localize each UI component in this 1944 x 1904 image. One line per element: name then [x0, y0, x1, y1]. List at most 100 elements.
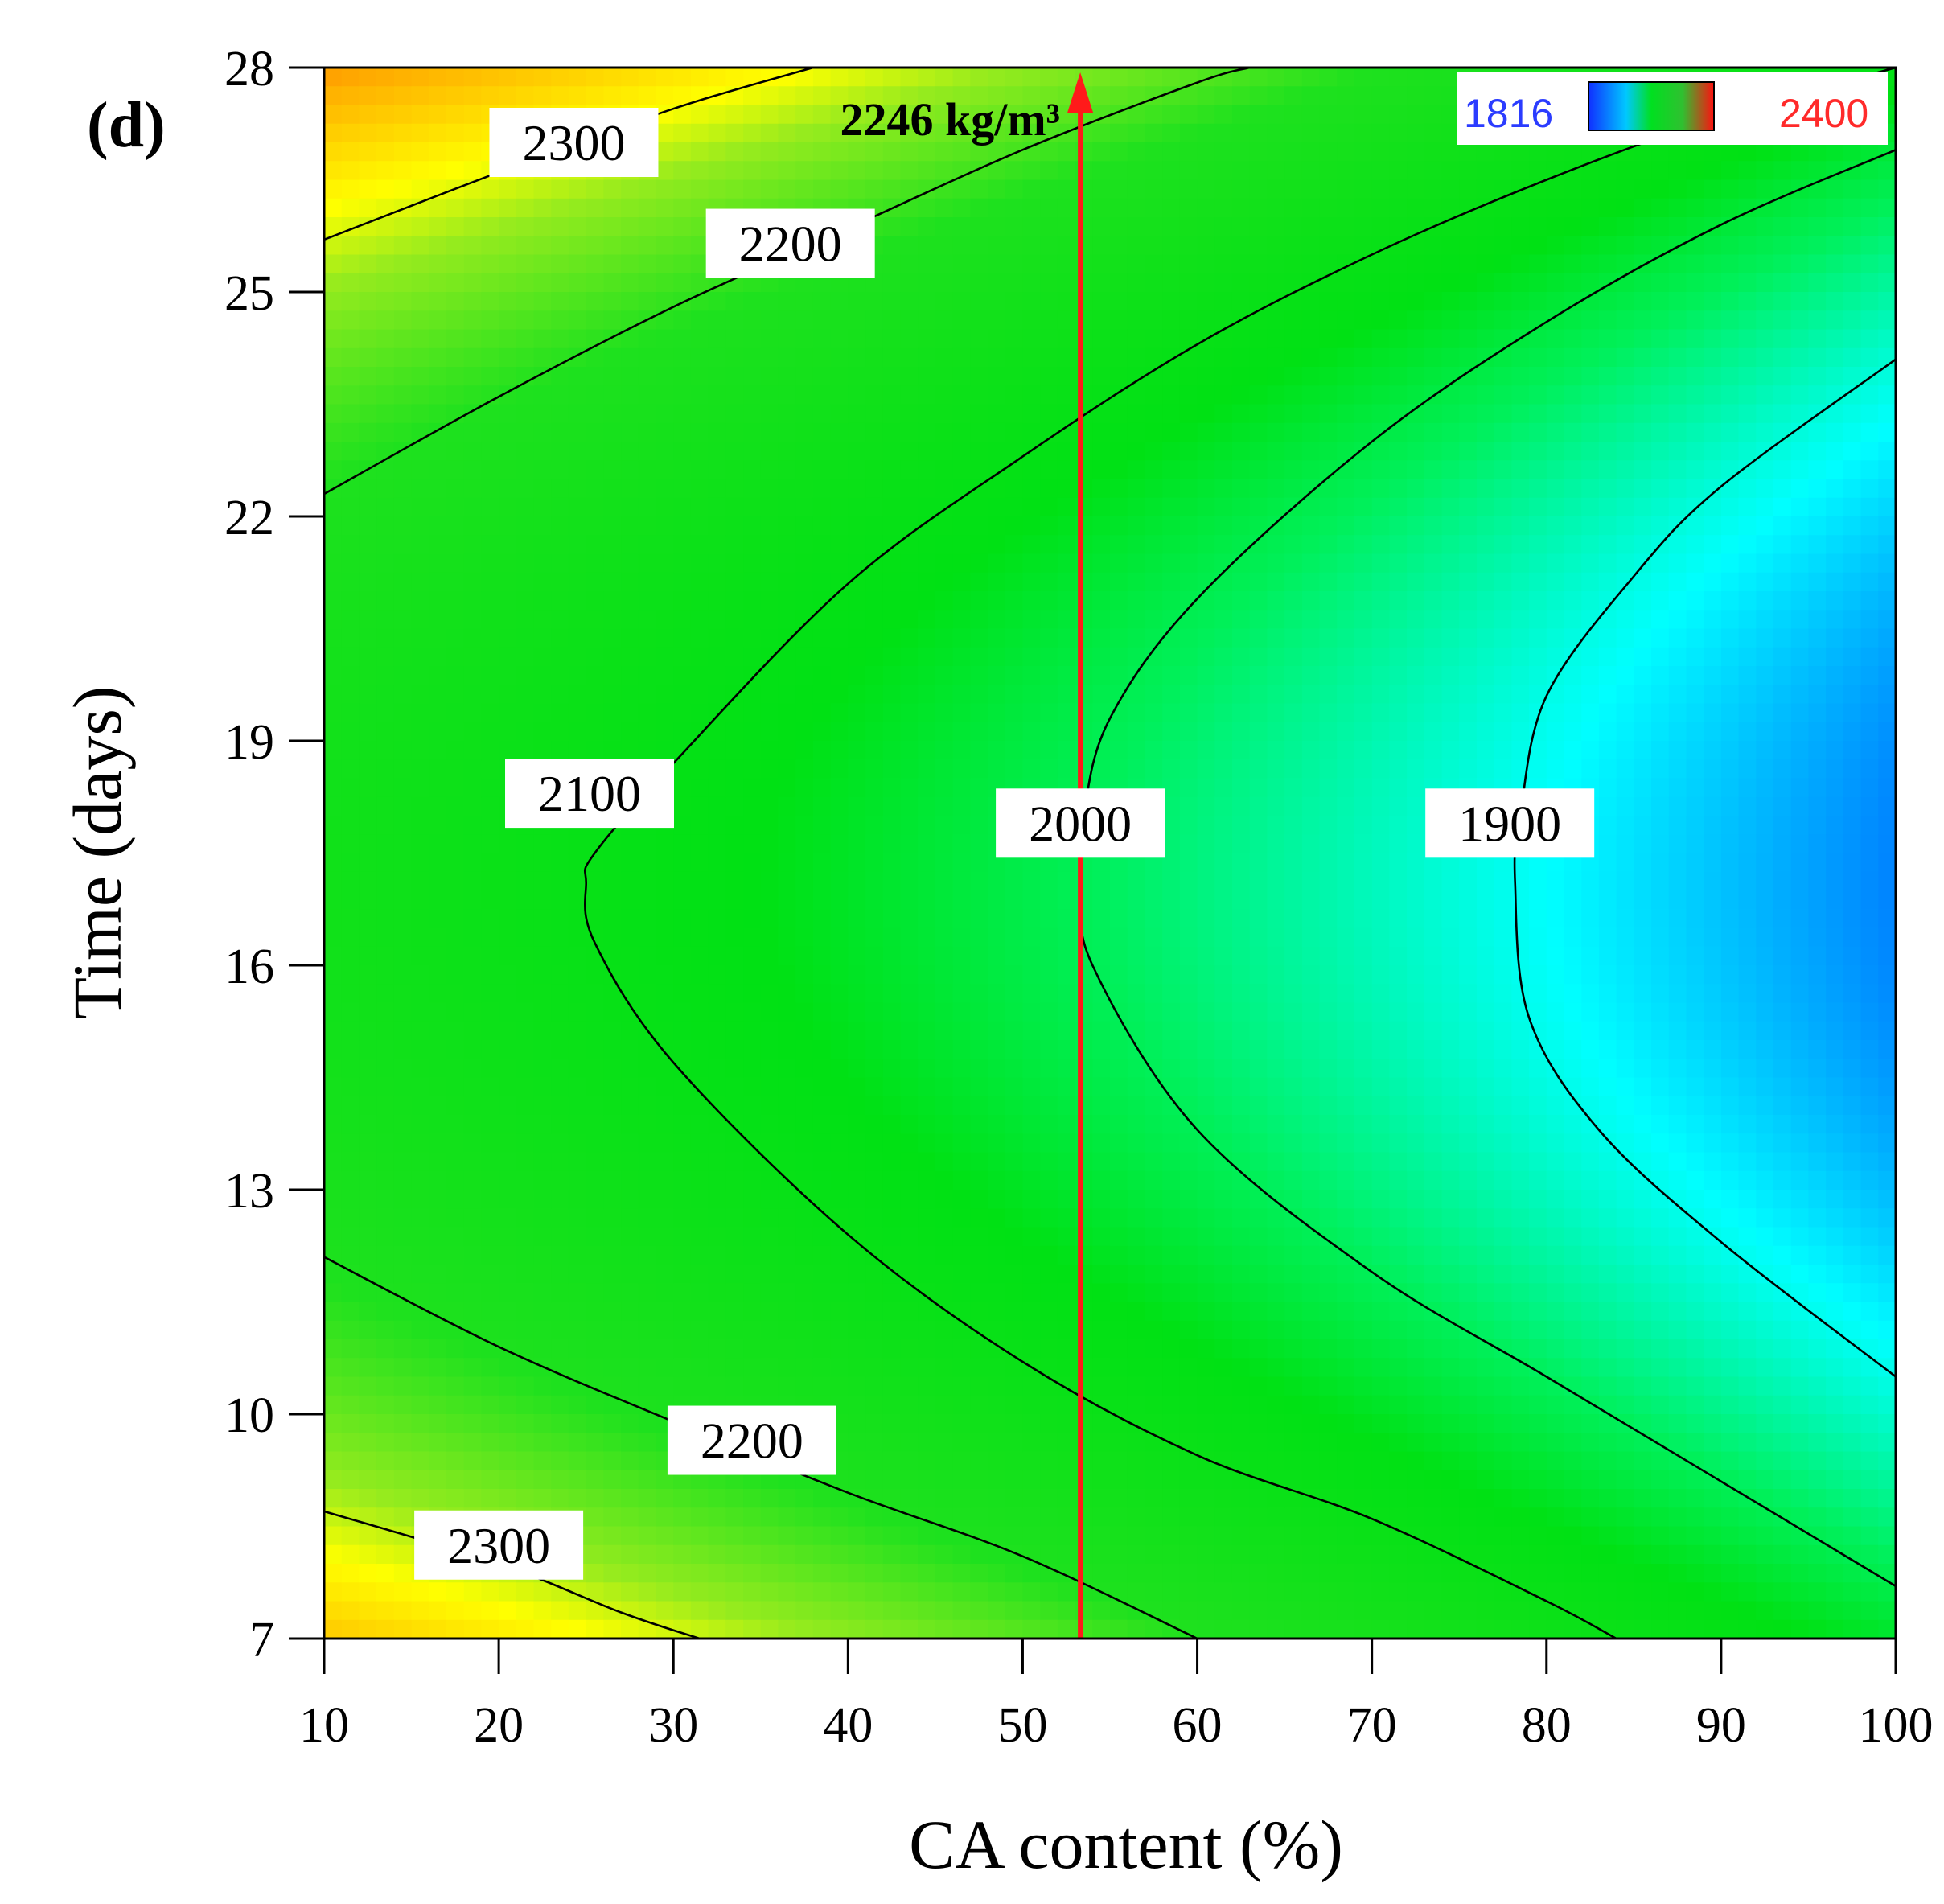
heat-cell — [708, 310, 727, 331]
heat-cell — [1197, 816, 1216, 836]
heat-cell — [359, 1096, 377, 1116]
heat-cell — [1127, 1077, 1146, 1097]
heat-cell — [341, 1302, 360, 1322]
heat-cell — [1075, 236, 1094, 256]
heat-cell — [1267, 1526, 1285, 1546]
heat-cell — [1337, 1059, 1355, 1079]
heat-cell — [1337, 310, 1355, 331]
heat-cell — [1267, 1489, 1285, 1509]
heat-cell — [1092, 329, 1111, 349]
heat-cell — [1231, 1002, 1251, 1022]
heat-cell — [1127, 1227, 1146, 1247]
heat-cell — [393, 591, 413, 611]
heat-cell — [359, 198, 377, 218]
heat-cell — [393, 610, 413, 630]
heat-cell — [603, 404, 622, 424]
heat-cell — [1249, 497, 1268, 517]
heat-cell — [324, 1133, 343, 1154]
heat-cell — [1022, 1040, 1041, 1060]
heat-cell — [708, 666, 727, 686]
heat-cell — [935, 1096, 954, 1116]
heat-cell — [952, 647, 972, 667]
heat-cell — [1284, 292, 1303, 312]
heat-cell — [568, 1302, 587, 1322]
heat-cell — [848, 1601, 866, 1621]
heat-cell — [882, 273, 902, 293]
heat-cell — [935, 1059, 954, 1079]
heat-cell — [900, 1152, 919, 1172]
heat-cell — [1075, 1208, 1094, 1228]
heat-cell — [656, 367, 675, 387]
heat-cell — [603, 741, 622, 761]
heat-cell — [1319, 553, 1338, 574]
heat-cell — [1162, 273, 1181, 293]
heat-cell — [1231, 535, 1251, 555]
heat-cell — [778, 909, 796, 929]
heat-cell — [481, 1133, 499, 1154]
heat-cell — [463, 1190, 483, 1210]
heat-cell — [603, 68, 622, 88]
heat-cell — [830, 909, 849, 929]
heat-cell — [812, 1507, 832, 1528]
heat-cell — [1197, 236, 1216, 256]
heat-cell — [656, 1170, 675, 1191]
heat-cell — [1057, 965, 1076, 985]
heat-cell — [481, 1040, 499, 1060]
heat-cell — [1337, 1320, 1355, 1340]
heat-cell — [725, 685, 744, 705]
heat-cell — [848, 442, 866, 462]
heat-cell — [1075, 628, 1094, 648]
heat-cell — [1319, 965, 1338, 985]
heat-cell — [1197, 1544, 1216, 1565]
heat-cell — [568, 1433, 587, 1453]
heat-cell — [1197, 1152, 1216, 1172]
heat-cell — [848, 1544, 866, 1565]
heat-cell — [970, 778, 988, 798]
heat-cell — [1284, 86, 1303, 106]
heat-cell — [1179, 1302, 1198, 1322]
heat-cell — [1231, 1376, 1251, 1396]
heat-cell — [1057, 161, 1076, 181]
heat-cell — [1354, 442, 1373, 462]
heat-cell — [708, 367, 727, 387]
heat-cell — [533, 1021, 553, 1041]
heat-cell — [1179, 553, 1198, 574]
heat-cell — [1319, 161, 1338, 181]
heat-cell — [1040, 460, 1058, 480]
heat-cell — [935, 610, 954, 630]
heat-cell — [848, 1451, 866, 1471]
heat-cell — [551, 890, 569, 911]
heat-cell — [1267, 1096, 1285, 1116]
heat-cell — [1319, 1227, 1338, 1247]
heat-cell — [848, 890, 866, 911]
heat-cell — [603, 591, 622, 611]
heat-cell — [795, 1619, 814, 1639]
heat-cell — [970, 1133, 988, 1154]
heat-cell — [463, 142, 483, 162]
heat-cell — [1354, 722, 1373, 742]
heat-cell — [1231, 778, 1251, 798]
heat-cell — [970, 1283, 988, 1303]
heat-cell — [1231, 1152, 1251, 1172]
heat-cell — [1284, 217, 1303, 237]
heat-cell — [1057, 610, 1076, 630]
heat-cell — [708, 479, 727, 499]
heat-cell — [621, 1152, 639, 1172]
heat-cell — [743, 422, 762, 442]
heat-cell — [446, 1489, 465, 1509]
heat-cell — [778, 161, 796, 181]
heat-cell — [463, 292, 483, 312]
heat-cell — [1075, 1245, 1094, 1265]
heat-cell — [743, 1002, 762, 1022]
heat-cell — [411, 535, 430, 555]
heat-cell — [603, 909, 622, 929]
heat-cell — [900, 1208, 919, 1228]
heat-cell — [586, 553, 605, 574]
heat-cell — [1267, 628, 1285, 648]
heat-cell — [586, 367, 605, 387]
heat-cell — [393, 1170, 413, 1191]
heat-cell — [463, 1582, 483, 1602]
heat-cell — [393, 685, 413, 705]
heat-cell — [1092, 516, 1111, 537]
heat-cell — [952, 1451, 972, 1471]
